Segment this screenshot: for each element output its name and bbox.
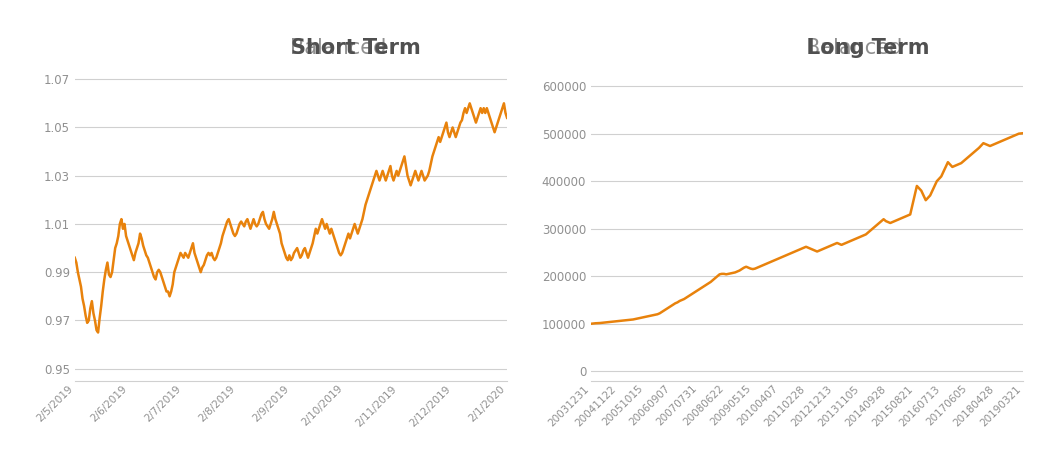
Text: Balanced: Balanced bbox=[290, 38, 393, 58]
Text: Long Term: Long Term bbox=[807, 38, 930, 58]
Text: Balanced: Balanced bbox=[806, 38, 909, 58]
Text: Short Term: Short Term bbox=[291, 38, 421, 58]
